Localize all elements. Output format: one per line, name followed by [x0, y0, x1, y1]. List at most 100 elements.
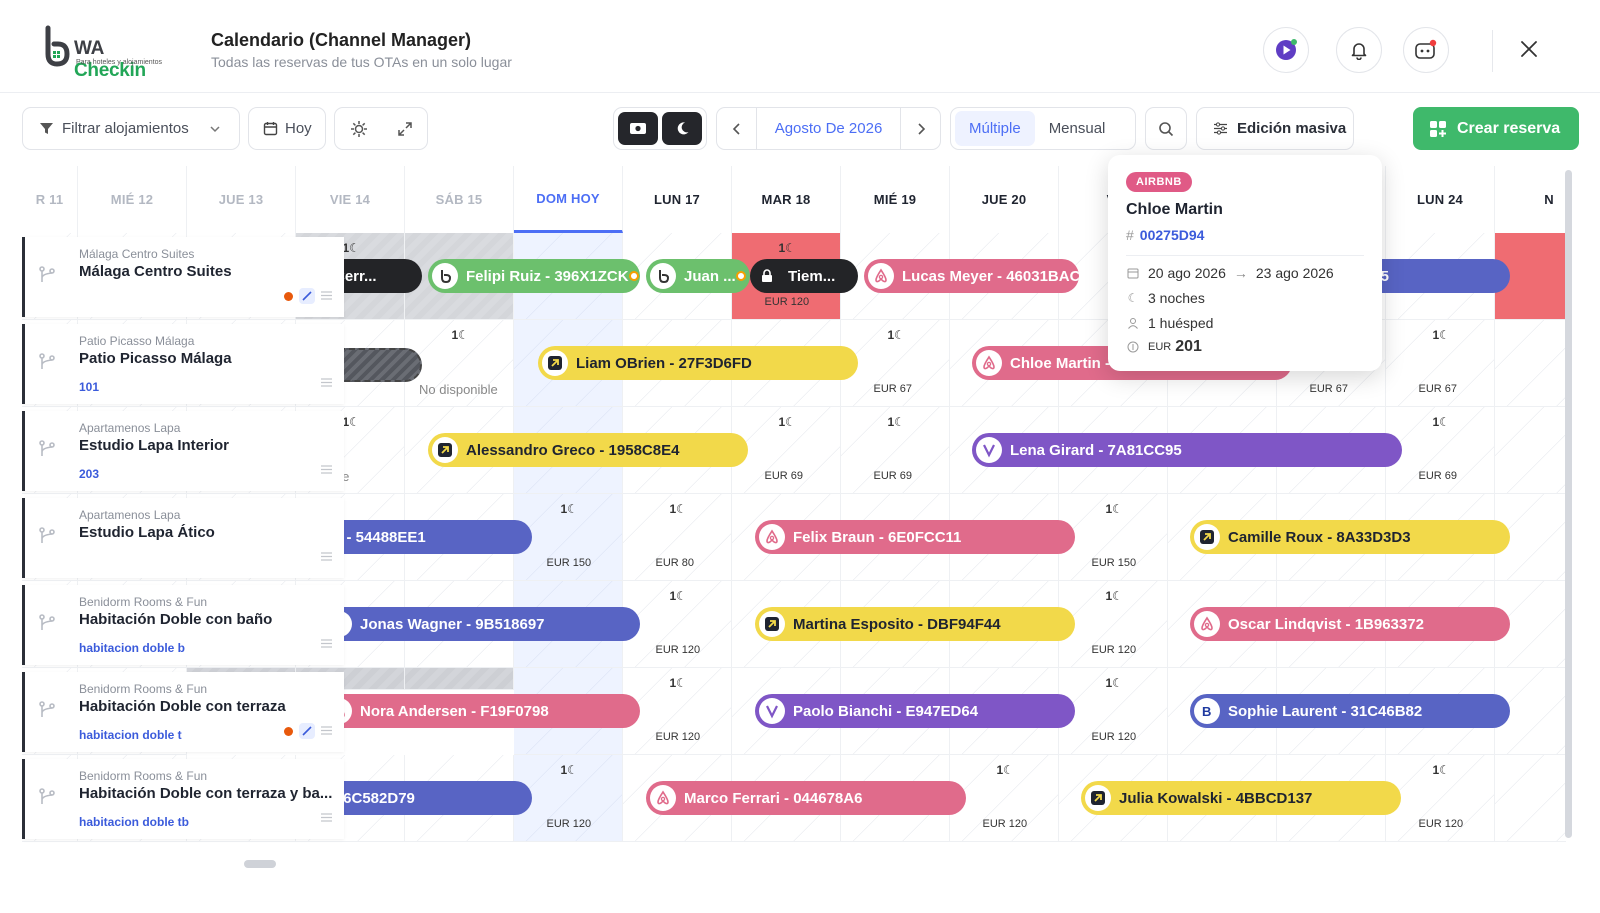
booking-bar[interactable]: Tiem...	[750, 259, 858, 293]
booking-bar[interactable]: Martina Esposito - DBF94F44	[755, 607, 1075, 641]
booking-bar[interactable]: Julia Kowalski - 4BBCD137	[1081, 781, 1401, 815]
channel-badge: AIRBNB	[1126, 172, 1192, 192]
filter-properties-dropdown[interactable]: Filtrar alojamientos	[22, 107, 240, 150]
property-name: Estudio Lapa Interior	[79, 437, 230, 454]
month-navigator: Agosto De 2026	[716, 107, 941, 150]
nights-mode-button[interactable]	[662, 112, 702, 145]
calendar-cell[interactable]	[1059, 494, 1168, 581]
drag-handle-icon[interactable]	[321, 635, 332, 653]
property-card[interactable]: Patio Picasso Málaga Patio Picasso Málaga…	[22, 324, 344, 404]
calendar-cell[interactable]	[950, 755, 1059, 842]
chevron-left-icon	[732, 122, 740, 135]
property-name: Estudio Lapa Ático	[79, 524, 215, 541]
booking-bar[interactable]: Alessandro Greco - 1958C8E4	[428, 433, 748, 467]
booking-code[interactable]: #00275D94	[1126, 227, 1204, 243]
expedia-icon	[759, 611, 785, 637]
day-header: DOM HOY	[514, 166, 623, 233]
calendar-cell[interactable]	[623, 581, 732, 668]
price-label: EUR 67	[873, 383, 913, 395]
calendar-cell[interactable]	[514, 494, 623, 581]
property-card[interactable]: Apartamenos Lapa Estudio Lapa Interior 203	[22, 411, 344, 491]
monthly-view-tab[interactable]: Mensual	[1048, 120, 1106, 137]
calendar-cell[interactable]	[405, 320, 514, 407]
bulk-edit-label: Edición masiva	[1237, 120, 1347, 137]
drag-handle-icon[interactable]	[321, 287, 332, 305]
brush-icon[interactable]	[299, 723, 315, 739]
booking-label: Liam OBrien - 27F3D6FD	[576, 354, 752, 372]
nights-min-label: 1☾	[778, 241, 796, 255]
booking-bar[interactable]: Paolo Bianchi - E947ED64	[755, 694, 1075, 728]
booking-bar[interactable]: Juan ...	[646, 259, 750, 293]
property-card[interactable]: Apartamenos Lapa Estudio Lapa Ático	[22, 498, 344, 578]
nights-min-label: 1☾	[560, 502, 578, 516]
drag-handle-icon[interactable]	[321, 374, 332, 392]
booking-bar[interactable]: B Sophie Laurent - 31C46B82	[1190, 694, 1510, 728]
calendar-cell[interactable]	[1059, 668, 1168, 755]
current-month-label[interactable]: Agosto De 2026	[774, 120, 883, 137]
drag-handle-icon[interactable]	[321, 548, 332, 566]
calendar-cell[interactable]	[1495, 407, 1566, 494]
booking-bar[interactable]: a - 54488EE1	[322, 520, 532, 554]
bulk-edit-button[interactable]: Edición masiva	[1196, 107, 1354, 150]
calendar-cell[interactable]	[1495, 755, 1566, 842]
prev-month-button[interactable]	[717, 108, 757, 149]
vertical-scroll-thumb[interactable]	[1565, 170, 1572, 838]
brush-icon[interactable]	[299, 288, 315, 304]
calendar-cell[interactable]	[1386, 320, 1495, 407]
property-card[interactable]: Benidorm Rooms & Fun Habitación Doble con…	[22, 585, 344, 665]
property-card[interactable]: Benidorm Rooms & Fun Habitación Doble con…	[22, 759, 344, 839]
horizontal-scroll-thumb[interactable]	[244, 860, 276, 868]
price-mode-button[interactable]	[618, 112, 658, 145]
booking-bar[interactable]: Marco Ferrari - 044678A6	[646, 781, 966, 815]
booking-bar[interactable]: Lena Girard - 7A81CC95	[972, 433, 1402, 467]
drag-handle-icon[interactable]	[321, 722, 332, 740]
chevron-down-icon	[210, 125, 220, 132]
calendar-cell[interactable]	[623, 668, 732, 755]
top-bar: WA Checkin Para hoteles y alojamientos C…	[0, 0, 1600, 93]
assistant-button[interactable]	[1403, 27, 1449, 73]
price-label: EUR 120	[546, 818, 592, 830]
booking-bar[interactable]: Felipi Ruiz - 396X1ZCK	[428, 259, 640, 293]
booking-code-value: 00275D94	[1139, 227, 1205, 243]
notifications-button[interactable]	[1336, 27, 1382, 73]
calendar-cell[interactable]	[1386, 407, 1495, 494]
calendar-cell[interactable]	[514, 755, 623, 842]
display-mode-toggle	[613, 107, 707, 150]
property-card[interactable]: Benidorm Rooms & Fun Habitación Doble con…	[22, 672, 344, 752]
filter-icon	[40, 123, 53, 134]
view-type-segment: Múltiple Mensual	[950, 107, 1136, 150]
booking-bar[interactable]: Nora Andersen - F19F0798	[322, 694, 640, 728]
multiple-view-tab[interactable]: Múltiple	[955, 111, 1035, 146]
today-button[interactable]: Hoy	[248, 107, 326, 150]
booking-bar[interactable]: Camille Roux - 8A33D3D3	[1190, 520, 1510, 554]
close-button[interactable]	[1514, 34, 1544, 64]
booking-bar[interactable]: Liam OBrien - 27F3D6FD	[538, 346, 858, 380]
booking-bar[interactable]: - 6C582D79	[322, 781, 532, 815]
next-month-button[interactable]	[900, 108, 940, 149]
calendar-cell[interactable]	[841, 407, 950, 494]
drag-handle-icon[interactable]	[321, 461, 332, 479]
video-tutorial-button[interactable]	[1263, 27, 1309, 73]
drag-handle-icon[interactable]	[321, 809, 332, 827]
nights-min-label: 1☾	[1105, 502, 1123, 516]
property-card[interactable]: Málaga Centro Suites Málaga Centro Suites	[22, 237, 344, 317]
booking-bar[interactable]: Felix Braun - 6E0FCC11	[755, 520, 1075, 554]
calendar-cell[interactable]	[1495, 320, 1566, 407]
day-header: SÁB 15	[405, 166, 514, 233]
booking-bar[interactable]: Oscar Lindqvist - 1B963372	[1190, 607, 1510, 641]
coin-icon	[1126, 340, 1140, 354]
booking-bar[interactable]: BJonas Wagner - 9B518697	[322, 607, 640, 641]
booking-bar[interactable]: Lucas Meyer - 46031BAC	[864, 259, 1079, 293]
expand-icon[interactable]	[397, 121, 413, 137]
search-button[interactable]	[1145, 107, 1187, 150]
booking-label: Lucas Meyer - 46031BAC	[902, 267, 1079, 285]
calendar-cell[interactable]	[841, 320, 950, 407]
calendar-cell[interactable]	[623, 494, 732, 581]
create-booking-button[interactable]: Crear reserva	[1413, 107, 1579, 150]
room-code: habitacion doble t	[79, 728, 182, 742]
calendar-cell[interactable]	[1386, 755, 1495, 842]
calendar-cell[interactable]	[1059, 581, 1168, 668]
calendar-cell[interactable]	[405, 668, 514, 690]
settings-icon[interactable]	[350, 120, 368, 138]
calendar-cell[interactable]	[732, 407, 841, 494]
